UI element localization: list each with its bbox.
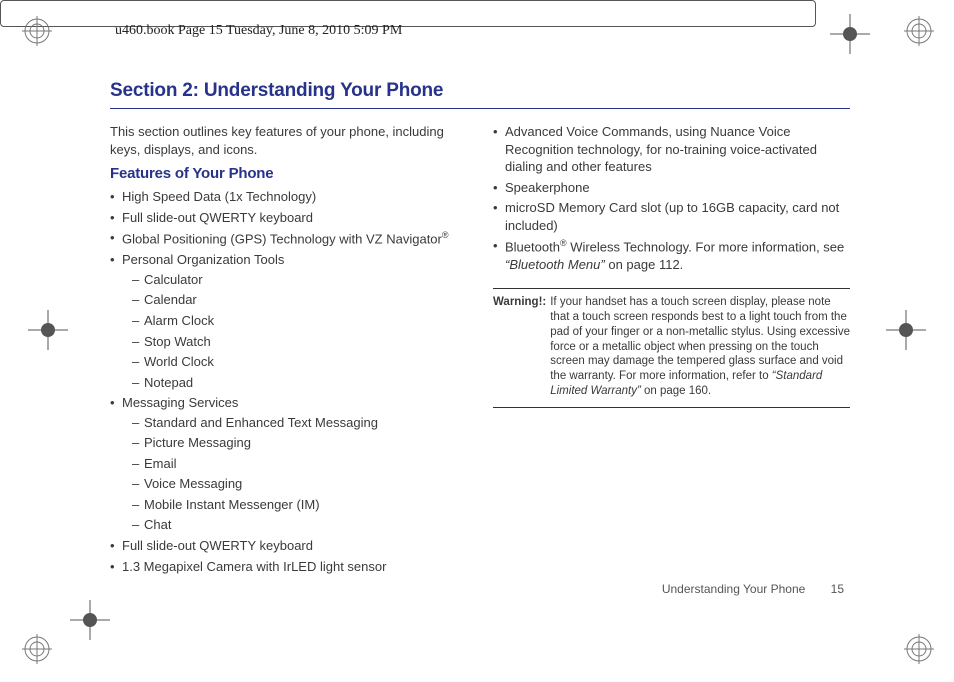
feature-item: Speakerphone <box>493 179 850 197</box>
sub-item: Email <box>132 455 467 473</box>
sub-item: Picture Messaging <box>132 434 467 452</box>
columns: This section outlines key features of yo… <box>110 123 850 578</box>
page-content: Section 2: Understanding Your Phone This… <box>110 80 850 578</box>
feature-text: Messaging Services <box>122 395 238 410</box>
feature-item: Personal Organization Tools Calculator C… <box>110 251 467 391</box>
warning-label: Warning!: <box>493 295 546 400</box>
feature-text: Bluetooth <box>505 240 560 255</box>
sub-item: Standard and Enhanced Text Messaging <box>132 414 467 432</box>
cross-reference: “Bluetooth Menu” <box>505 257 605 272</box>
feature-item: Global Positioning (GPS) Technology with… <box>110 229 467 248</box>
registered-mark: ® <box>560 238 567 248</box>
feature-text: on page 112. <box>605 257 684 272</box>
section-title: Section 2: Understanding Your Phone <box>110 80 850 102</box>
crop-mark-top <box>830 14 870 54</box>
registration-mark-top-left <box>22 16 52 46</box>
section-intro: This section outlines key features of yo… <box>110 123 467 158</box>
warning-body: If your handset has a touch screen displ… <box>550 295 850 400</box>
sub-item: Mobile Instant Messenger (IM) <box>132 496 467 514</box>
features-list: High Speed Data (1x Technology) Full sli… <box>110 188 467 575</box>
sub-item: Stop Watch <box>132 333 467 351</box>
sub-item: Chat <box>132 516 467 534</box>
feature-item: microSD Memory Card slot (up to 16GB cap… <box>493 199 850 234</box>
sub-item: Notepad <box>132 374 467 392</box>
page-footer: Understanding Your Phone 15 <box>662 582 844 596</box>
feature-item: Advanced Voice Commands, using Nuance Vo… <box>493 123 850 176</box>
crop-header-text: u460.book Page 15 Tuesday, June 8, 2010 … <box>115 23 402 39</box>
sub-item: Calendar <box>132 291 467 309</box>
feature-item: 1.3 Megapixel Camera with IrLED light se… <box>110 558 467 576</box>
sub-item: Voice Messaging <box>132 475 467 493</box>
crop-mark-right <box>886 310 926 350</box>
messaging-list: Standard and Enhanced Text Messaging Pic… <box>132 414 467 534</box>
sub-item: World Clock <box>132 353 467 371</box>
registration-mark-bottom-right <box>904 634 934 664</box>
feature-item: High Speed Data (1x Technology) <box>110 188 467 206</box>
left-column: This section outlines key features of yo… <box>110 123 467 578</box>
feature-item: Bluetooth® Wireless Technology. For more… <box>493 237 850 273</box>
title-rule <box>110 108 850 109</box>
features-list-right: Advanced Voice Commands, using Nuance Vo… <box>493 123 850 274</box>
sub-item: Calculator <box>132 271 467 289</box>
footer-page-number: 15 <box>831 582 844 596</box>
feature-text: Wireless Technology. For more informatio… <box>567 240 845 255</box>
right-column: Advanced Voice Commands, using Nuance Vo… <box>493 123 850 578</box>
registration-mark-bottom-left <box>22 634 52 664</box>
sub-item: Alarm Clock <box>132 312 467 330</box>
footer-section-name: Understanding Your Phone <box>662 582 805 596</box>
features-heading: Features of Your Phone <box>110 164 467 184</box>
warning-text: on page 160. <box>641 385 711 397</box>
registration-mark-top-right <box>904 16 934 46</box>
crop-mark-left <box>28 310 68 350</box>
warning-block: Warning!: If your handset has a touch sc… <box>493 288 850 409</box>
feature-item: Full slide-out QWERTY keyboard <box>110 209 467 227</box>
registered-mark: ® <box>442 230 449 240</box>
crop-mark-bottom <box>70 600 110 640</box>
feature-text: Global Positioning (GPS) Technology with… <box>122 232 442 247</box>
org-tools-list: Calculator Calendar Alarm Clock Stop Wat… <box>132 271 467 391</box>
feature-item: Messaging Services Standard and Enhanced… <box>110 394 467 534</box>
feature-item: Full slide-out QWERTY keyboard <box>110 537 467 555</box>
feature-text: Personal Organization Tools <box>122 252 284 267</box>
